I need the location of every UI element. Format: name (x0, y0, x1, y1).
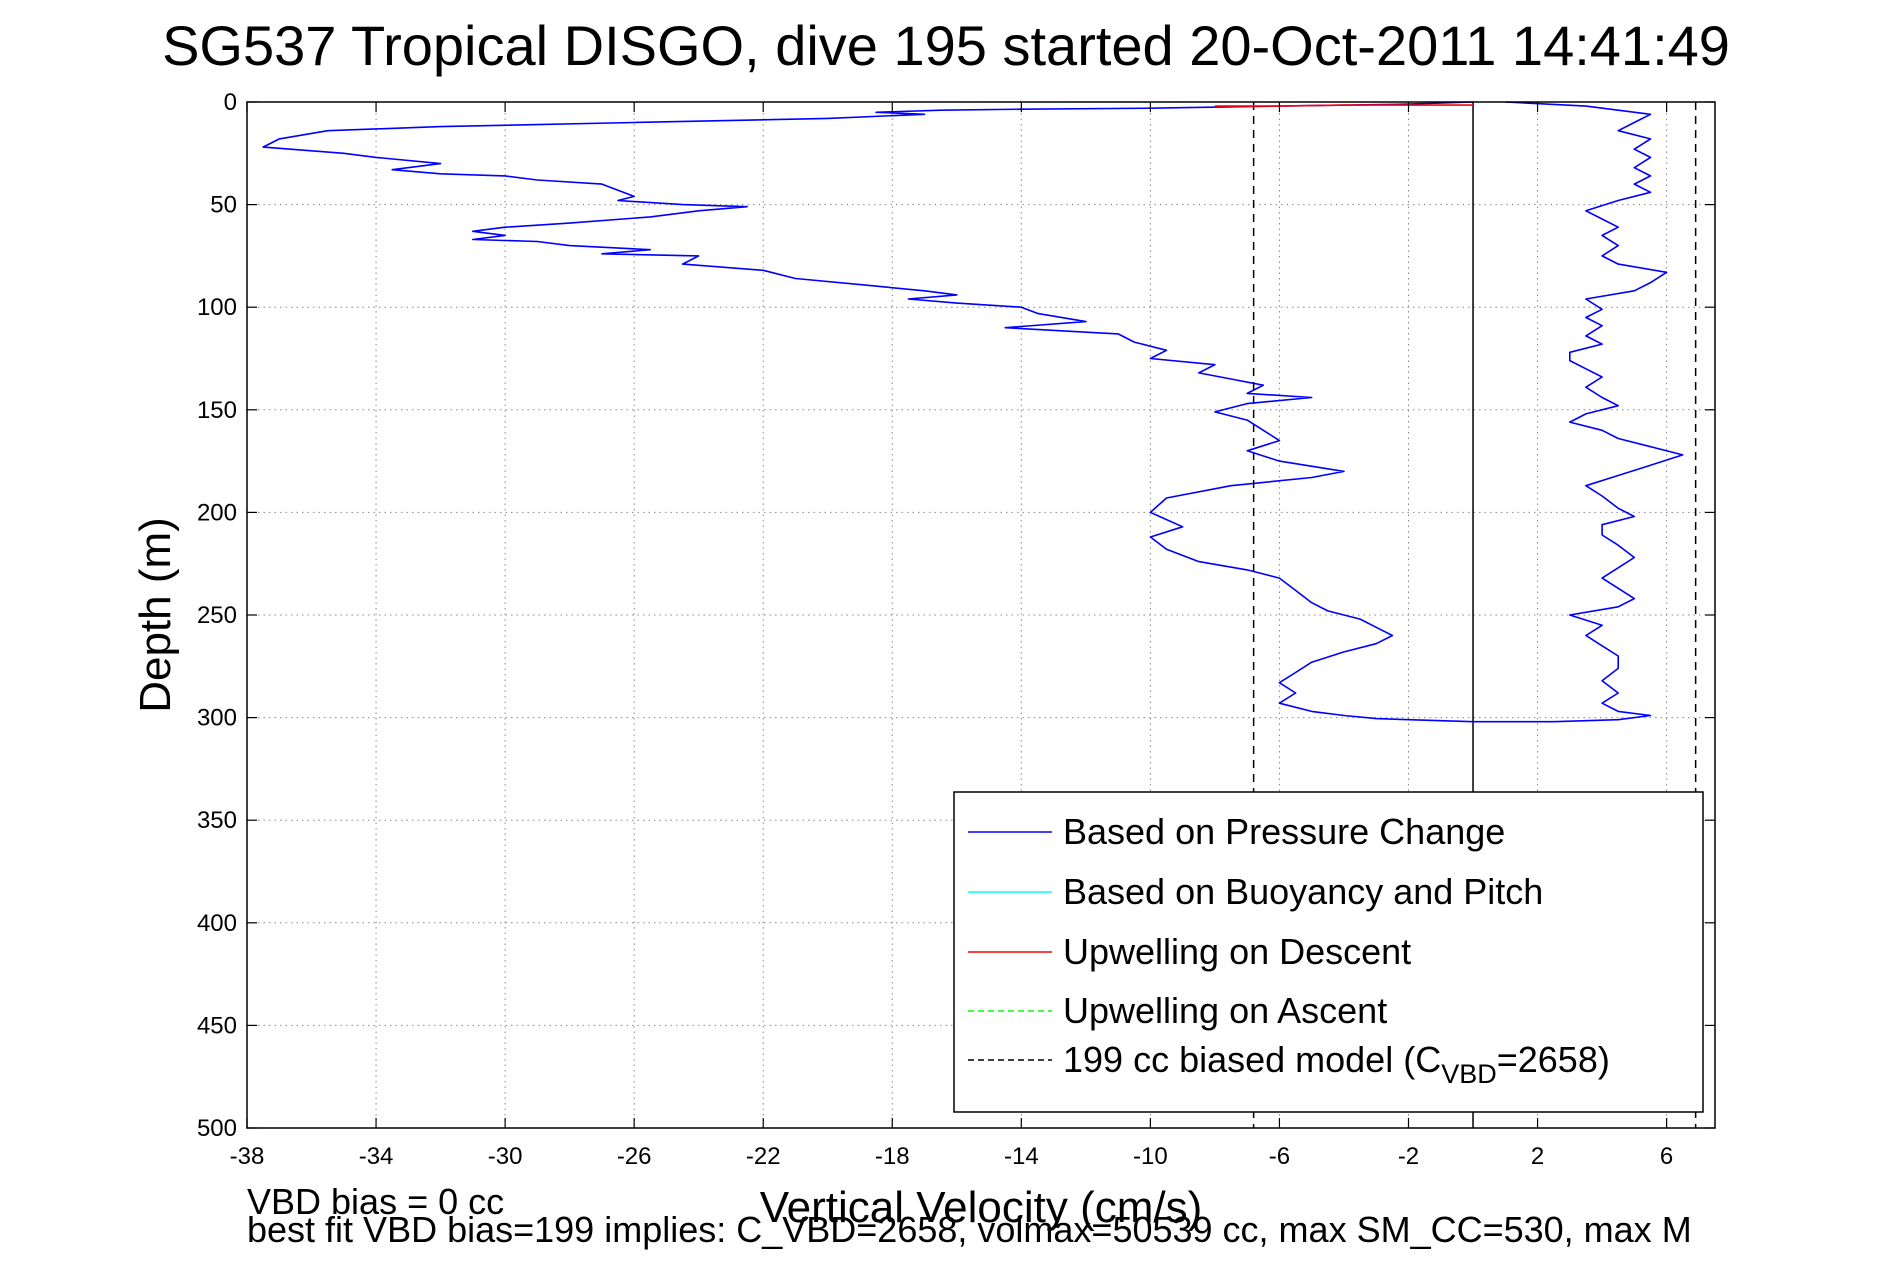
x-axis-label: Vertical Velocity (cm/s) (760, 1183, 1203, 1232)
legend-label-tail: =2658) (1497, 1039, 1610, 1080)
y-tick-label: 50 (210, 192, 237, 219)
series-based-on-pressure-change-ascent (1473, 101, 1684, 723)
x-tick-label: -38 (230, 1143, 265, 1170)
y-tick-label: 450 (197, 1012, 237, 1039)
legend-label: Based on Buoyancy and Pitch (1063, 871, 1543, 912)
legend: Based on Pressure Change Based on Buoyanc… (953, 791, 1704, 1113)
y-tick-label: 500 (197, 1115, 237, 1142)
y-tick-label: 250 (197, 602, 237, 629)
x-axis-ticks: -38 -34 -30 -26 -22 -18 -14 -10 -6 -2 2 6 (230, 102, 1673, 1170)
y-tick-label: 0 (224, 89, 237, 116)
series-upwelling-on-descent (1214, 104, 1473, 107)
legend-label: Upwelling on Ascent (1063, 990, 1387, 1031)
legend-label: Upwelling on Descent (1063, 931, 1411, 972)
y-axis-label: Depth (m) (131, 517, 180, 713)
x-tick-label: -30 (488, 1143, 523, 1170)
x-tick-label: 6 (1660, 1143, 1673, 1170)
chart-title: SG537 Tropical DISGO, dive 195 started 2… (162, 14, 1730, 77)
y-tick-label: 150 (197, 397, 237, 424)
legend-box (953, 791, 1704, 1113)
y-axis-ticks: 0 50 100 150 200 250 300 350 400 450 500 (197, 89, 1715, 1142)
x-tick-label: -26 (617, 1143, 652, 1170)
legend-label: Based on Pressure Change (1063, 811, 1505, 852)
y-tick-label: 350 (197, 807, 237, 834)
best-fit-note: best fit VBD bias=199 implies: C_VBD=265… (247, 1209, 1692, 1250)
vbd-bias-note: VBD bias = 0 cc (247, 1181, 505, 1222)
legend-label: 199 cc biased model (CVBD=2658) (1063, 1039, 1610, 1089)
x-tick-label: 2 (1531, 1143, 1544, 1170)
y-tick-label: 200 (197, 499, 237, 526)
x-tick-label: -14 (1004, 1143, 1039, 1170)
x-tick-label: -6 (1269, 1143, 1290, 1170)
series-based-on-pressure-change-descent (262, 101, 1474, 723)
legend-label-subscript: VBD (1441, 1059, 1497, 1089)
x-tick-label: -10 (1133, 1143, 1168, 1170)
y-tick-label: 300 (197, 705, 237, 732)
series-group (262, 101, 1684, 723)
y-tick-label: 400 (197, 910, 237, 937)
x-tick-label: -2 (1398, 1143, 1419, 1170)
x-tick-label: -22 (746, 1143, 781, 1170)
legend-label-main: 199 cc biased model (C (1063, 1039, 1441, 1080)
y-tick-label: 100 (197, 294, 237, 321)
x-tick-label: -34 (359, 1143, 394, 1170)
x-tick-label: -18 (875, 1143, 910, 1170)
